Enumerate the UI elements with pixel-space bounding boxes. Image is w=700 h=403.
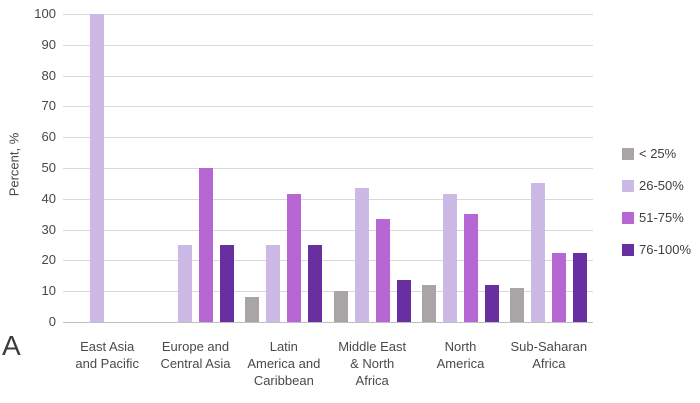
bar: [89, 14, 104, 322]
gridline: [63, 137, 593, 139]
x-axis-labels: East Asia and Pacific Europe and Central …: [63, 338, 593, 398]
bar-group: [63, 14, 151, 322]
legend: < 25% 26-50% 51-75% 76-100%: [622, 146, 691, 257]
bar: [198, 168, 213, 322]
legend-item: 51-75%: [622, 210, 691, 225]
x-category-label: Europe and Central Asia: [160, 339, 231, 371]
bar: [177, 245, 192, 322]
y-tick-label: 10: [41, 283, 56, 299]
bar: [396, 280, 411, 322]
y-tick-label: 60: [41, 129, 56, 145]
legend-swatch: [622, 243, 634, 256]
legend-item: 76-100%: [622, 242, 691, 257]
x-axis-line: [63, 322, 593, 323]
bar: [308, 245, 323, 322]
bar: [333, 291, 348, 322]
x-category-label: North America: [436, 339, 485, 371]
gridline: [63, 260, 593, 262]
bar: [375, 218, 390, 322]
bar-group: [240, 14, 328, 322]
y-tick-label: 50: [41, 160, 56, 175]
x-category-label: Sub-Saharan Africa: [510, 339, 588, 371]
bar: [266, 245, 281, 322]
gridline: [63, 106, 593, 108]
y-tick-label: 30: [41, 221, 56, 237]
y-axis-ticks: 0 10 20 30 40 50 60 70 80 90 100: [0, 0, 56, 403]
bar: [510, 288, 525, 322]
legend-item: 26-50%: [622, 178, 691, 193]
bar: [442, 194, 457, 322]
legend-label: 26-50%: [639, 178, 684, 193]
bar: [219, 245, 234, 322]
legend-label: < 25%: [639, 146, 677, 161]
gridline: [63, 229, 593, 231]
gridline: [63, 14, 593, 15]
bar-group: [505, 14, 593, 322]
bar: [573, 252, 588, 322]
bar: [354, 188, 369, 322]
y-tick-label: 100: [34, 6, 56, 21]
bar: [531, 183, 546, 322]
y-tick-label: 0: [48, 314, 56, 329]
x-category-label: East Asia and Pacific: [75, 339, 139, 371]
bar-group: [151, 14, 239, 322]
bar: [421, 285, 436, 322]
bar: [463, 214, 478, 322]
y-tick-label: 90: [41, 36, 56, 52]
legend-swatch: [622, 179, 634, 192]
panel-label: A: [2, 330, 21, 361]
gridline: [63, 168, 593, 169]
y-tick-label: 20: [41, 252, 56, 268]
x-category-label: Middle East & North Africa: [338, 339, 407, 388]
bar: [245, 297, 260, 322]
y-tick-label: 40: [41, 190, 56, 206]
gridline: [63, 44, 593, 46]
legend-swatch: [622, 211, 634, 224]
bar-groups: [63, 14, 593, 322]
y-tick-label: 80: [41, 67, 56, 83]
bar: [287, 194, 302, 322]
legend-label: 76-100%: [639, 242, 692, 257]
y-tick-label: 70: [41, 98, 56, 114]
legend-swatch: [622, 147, 634, 160]
x-category-label: Latin America and Caribbean: [247, 339, 321, 388]
bar: [484, 285, 499, 322]
bar-group: [416, 14, 504, 322]
gridline: [63, 291, 593, 293]
legend-item: < 25%: [622, 146, 691, 161]
gridline: [63, 75, 593, 77]
legend-label: 51-75%: [639, 210, 684, 225]
gridline: [63, 198, 593, 200]
bar-group: [328, 14, 416, 322]
bar: [552, 252, 567, 322]
plot-area: [63, 14, 593, 323]
